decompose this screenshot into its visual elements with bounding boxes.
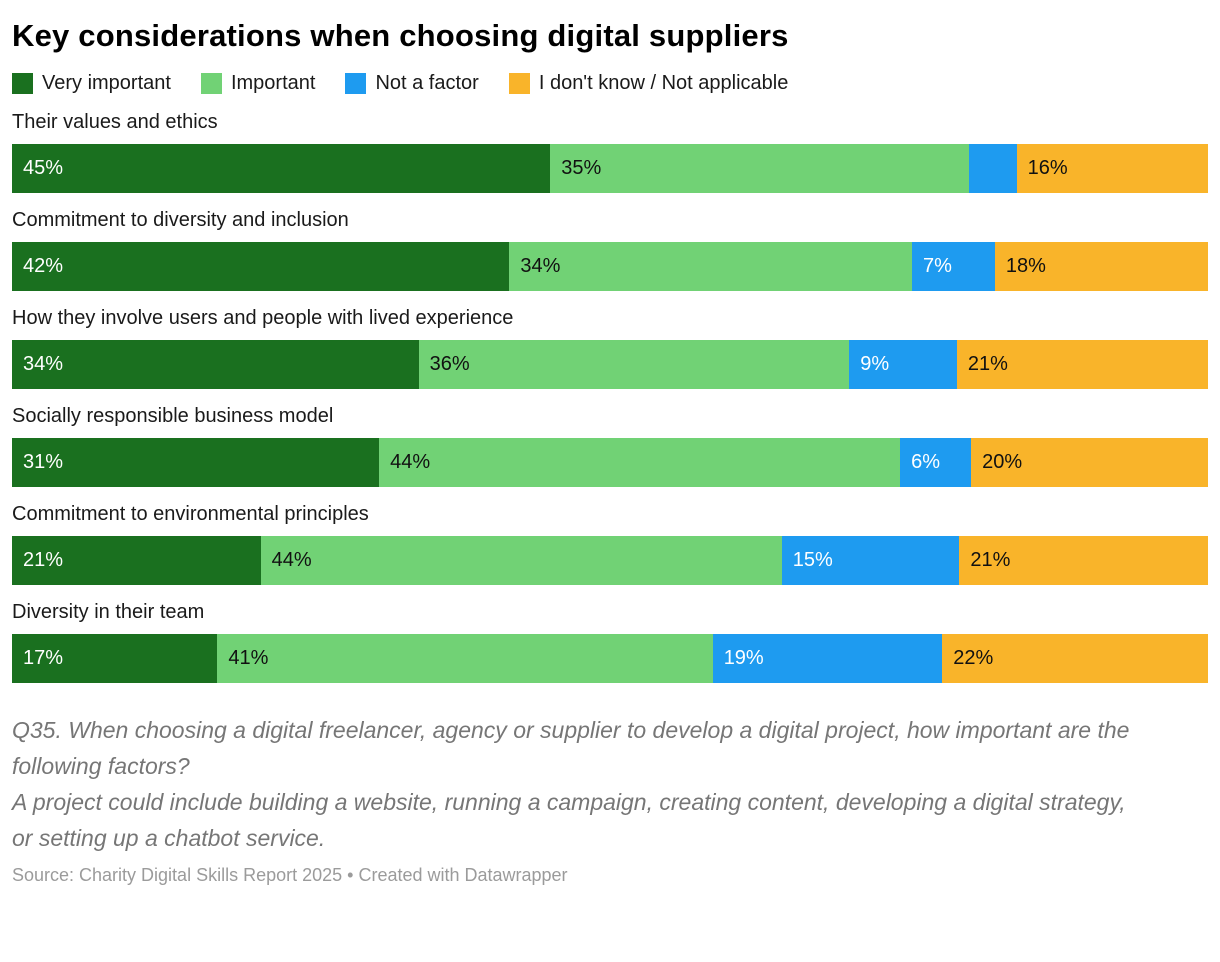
stacked-bar: 17% 41% 19% 22% — [12, 634, 1208, 683]
category-label: Their values and ethics — [12, 111, 218, 133]
bar-segment[interactable]: 35% — [550, 144, 969, 193]
segment-value-label: 21% — [970, 549, 1011, 571]
legend-item: Important — [200, 72, 316, 95]
chart-notes: Q35. When choosing a digital freelancer,… — [12, 713, 1132, 857]
bar-segment[interactable]: 21% — [956, 340, 1208, 389]
segment-value-label: 22% — [953, 647, 994, 669]
segment-value-label: 45% — [23, 157, 64, 179]
segment-value-label: 15% — [792, 549, 833, 571]
chart-row: Socially responsible business model 31% 44… — [12, 405, 1208, 487]
segment-value-label: 31% — [23, 451, 64, 473]
segment-value-label: 7% — [922, 255, 952, 277]
chart-row: Commitment to environmental principles 21… — [12, 503, 1208, 585]
legend-label: Not a factor — [375, 72, 479, 94]
stacked-bar: 31% 44% 6% 20% — [12, 438, 1208, 487]
segment-value-label: 34% — [23, 353, 64, 375]
segment-value-label: 19% — [723, 647, 764, 669]
legend-label: I don't know / Not applicable — [538, 72, 789, 94]
stacked-bar: 45% 35% 16% — [12, 144, 1208, 193]
legend-label: Important — [230, 72, 316, 94]
bar-segment[interactable]: 42% — [12, 242, 510, 291]
chart-row: Commitment to diversity and inclusion 42%… — [12, 209, 1208, 291]
bar-segment[interactable]: 45% — [12, 144, 551, 193]
category-label: How they involve users and people with l… — [12, 307, 514, 329]
bar-segment[interactable]: 17% — [12, 634, 218, 683]
chart-row: Diversity in their team 17% 41% 19% 22% — [12, 601, 1208, 683]
category-label: Socially responsible business model — [12, 405, 334, 427]
bar-segment[interactable]: 34% — [509, 242, 912, 291]
legend-item: Very important — [12, 72, 171, 95]
bar-segment[interactable]: 18% — [994, 242, 1208, 291]
legend-swatch — [12, 73, 33, 94]
legend-item: Not a factor — [345, 72, 479, 95]
segment-value-label: 18% — [1005, 255, 1046, 277]
legend-swatch — [200, 73, 222, 94]
bar-segment[interactable]: 7% — [911, 242, 995, 291]
bar-segment[interactable]: 21% — [959, 536, 1208, 585]
note-line: A project could include building a websi… — [12, 788, 1126, 851]
segment-value-label: 20% — [982, 451, 1023, 473]
source-line: Source: Charity Digital Skills Report 20… — [12, 864, 568, 885]
segment-value-label: 44% — [271, 549, 312, 571]
bar-segment[interactable]: 34% — [12, 340, 419, 389]
segment-value-label: 6% — [911, 451, 941, 473]
bar-segment[interactable]: 44% — [379, 438, 901, 487]
note-line: Q35. When choosing a digital freelancer,… — [12, 717, 1130, 779]
stacked-bar: 21% 44% 15% 21% — [12, 536, 1208, 585]
bar-segment[interactable]: 16% — [1016, 144, 1208, 193]
legend: Very important Important Not a factor I don… — [12, 72, 1208, 95]
chart-row: How they involve users and people with l… — [12, 307, 1208, 389]
bar-segment[interactable]: 21% — [12, 536, 261, 585]
segment-value-label: 17% — [23, 647, 64, 669]
segment-value-label: 16% — [1027, 157, 1068, 179]
category-label: Diversity in their team — [12, 601, 205, 623]
bar-segment[interactable]: 15% — [781, 536, 960, 585]
legend-item: I don't know / Not applicable — [508, 72, 789, 95]
chart-title: Key considerations when choosing digital… — [12, 18, 789, 53]
chart-row: Their values and ethics 45% 35% 16% — [12, 111, 1208, 193]
bar-segment[interactable]: 22% — [942, 634, 1208, 683]
bar-segment[interactable]: 31% — [12, 438, 380, 487]
segment-value-label: 35% — [561, 157, 602, 179]
category-label: Commitment to diversity and inclusion — [12, 209, 349, 231]
legend-swatch — [345, 73, 367, 94]
segment-value-label: 34% — [520, 255, 561, 277]
bar-segment[interactable]: 9% — [849, 340, 957, 389]
segment-value-label: 44% — [390, 451, 431, 473]
bar-segment[interactable]: 20% — [971, 438, 1208, 487]
bar-segment[interactable]: 41% — [217, 634, 713, 683]
bar-segment[interactable]: 44% — [260, 536, 782, 585]
segment-value-label: 21% — [967, 353, 1008, 375]
stacked-bar: 42% 34% 7% 18% — [12, 242, 1208, 291]
legend-label: Very important — [42, 72, 171, 94]
segment-value-label: 36% — [429, 353, 470, 375]
stacked-bar: 34% 36% 9% 21% — [12, 340, 1208, 389]
bar-segment[interactable]: 19% — [712, 634, 943, 683]
bar-segment[interactable]: 36% — [418, 340, 850, 389]
segment-value-label: 41% — [228, 647, 269, 669]
segment-value-label: 42% — [23, 255, 64, 277]
chart-rows: Their values and ethics 45% 35% 16% Commitme… — [12, 111, 1208, 683]
segment-value-label: 21% — [23, 549, 64, 571]
legend-swatch — [508, 73, 530, 94]
category-label: Commitment to environmental principles — [12, 503, 369, 525]
bar-segment[interactable] — [968, 144, 1017, 193]
bar-segment[interactable]: 6% — [900, 438, 972, 487]
segment-value-label: 9% — [860, 353, 890, 375]
